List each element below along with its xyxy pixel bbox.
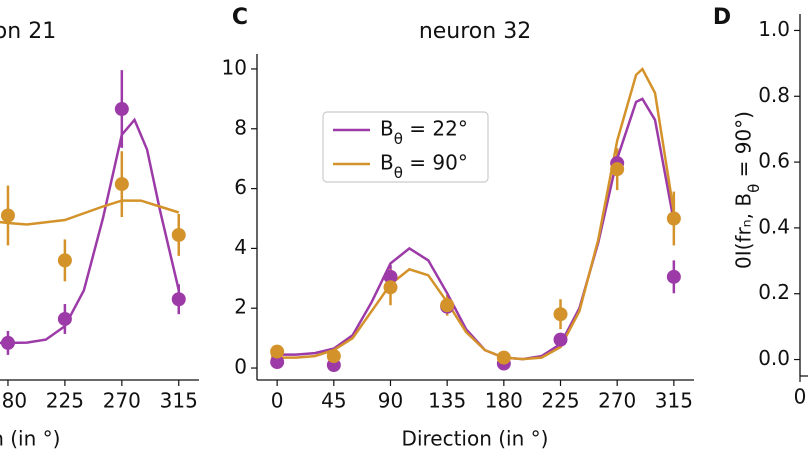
- y-tick-label: 8: [234, 115, 247, 139]
- data-point: [57, 311, 72, 326]
- data-point: [383, 280, 398, 295]
- data-point: [0, 208, 15, 223]
- x-tick-label: 0: [271, 389, 284, 413]
- x-tick-label: 90: [378, 389, 403, 413]
- fit-curve: [0, 117, 181, 345]
- x-axis-label: Direction (in °): [0, 427, 60, 451]
- data-point: [383, 269, 398, 284]
- data-point: [0, 335, 15, 350]
- y-tick-label: 1.0: [758, 17, 790, 41]
- data-point: [114, 177, 129, 192]
- x-tick-label: 0: [794, 385, 807, 409]
- data-point: [610, 162, 625, 177]
- data-point: [553, 332, 568, 347]
- x-tick-label: 315: [160, 389, 198, 413]
- x-tick-label: 225: [541, 389, 579, 413]
- y-tick-label: 0.4: [758, 214, 790, 238]
- x-tick-label: 225: [46, 389, 84, 413]
- data-point: [270, 355, 285, 370]
- x-tick-label: 270: [598, 389, 636, 413]
- y-tick-label: 0.6: [758, 149, 790, 173]
- panel-letter: D: [713, 5, 731, 30]
- y-tick-label: 4: [234, 235, 247, 259]
- fit-curve: [0, 199, 180, 226]
- y-tick-label: 10: [222, 55, 247, 79]
- x-tick-label: 135: [428, 389, 466, 413]
- data-point: [57, 253, 72, 268]
- y-tick-label: 2: [234, 295, 247, 319]
- data-point: [114, 102, 129, 117]
- x-axis-label: Direction (in °): [402, 427, 549, 451]
- y-tick-label: 0.2: [758, 280, 790, 304]
- x-tick-label: 180: [0, 389, 27, 413]
- data-point: [553, 307, 568, 322]
- panel-title: neuron 21: [0, 19, 56, 44]
- data-point: [270, 344, 285, 359]
- x-tick-label: 45: [321, 389, 346, 413]
- panel-letter: C: [232, 5, 248, 30]
- data-point: [440, 298, 455, 313]
- y-tick-label: 0.0: [758, 346, 790, 370]
- x-tick-label: 315: [655, 389, 693, 413]
- panel-title: neuron 32: [419, 19, 531, 44]
- data-point: [326, 349, 341, 364]
- data-point: [666, 269, 681, 284]
- y-tick-label: 6: [234, 175, 247, 199]
- y-tick-label: 0.8: [758, 83, 790, 107]
- x-tick-label: 270: [103, 389, 141, 413]
- y-tick-label: 0: [234, 355, 247, 379]
- data-point: [496, 350, 511, 365]
- data-point: [171, 292, 186, 307]
- x-tick-label: 180: [485, 389, 523, 413]
- data-point: [666, 211, 681, 226]
- data-point: [171, 227, 186, 242]
